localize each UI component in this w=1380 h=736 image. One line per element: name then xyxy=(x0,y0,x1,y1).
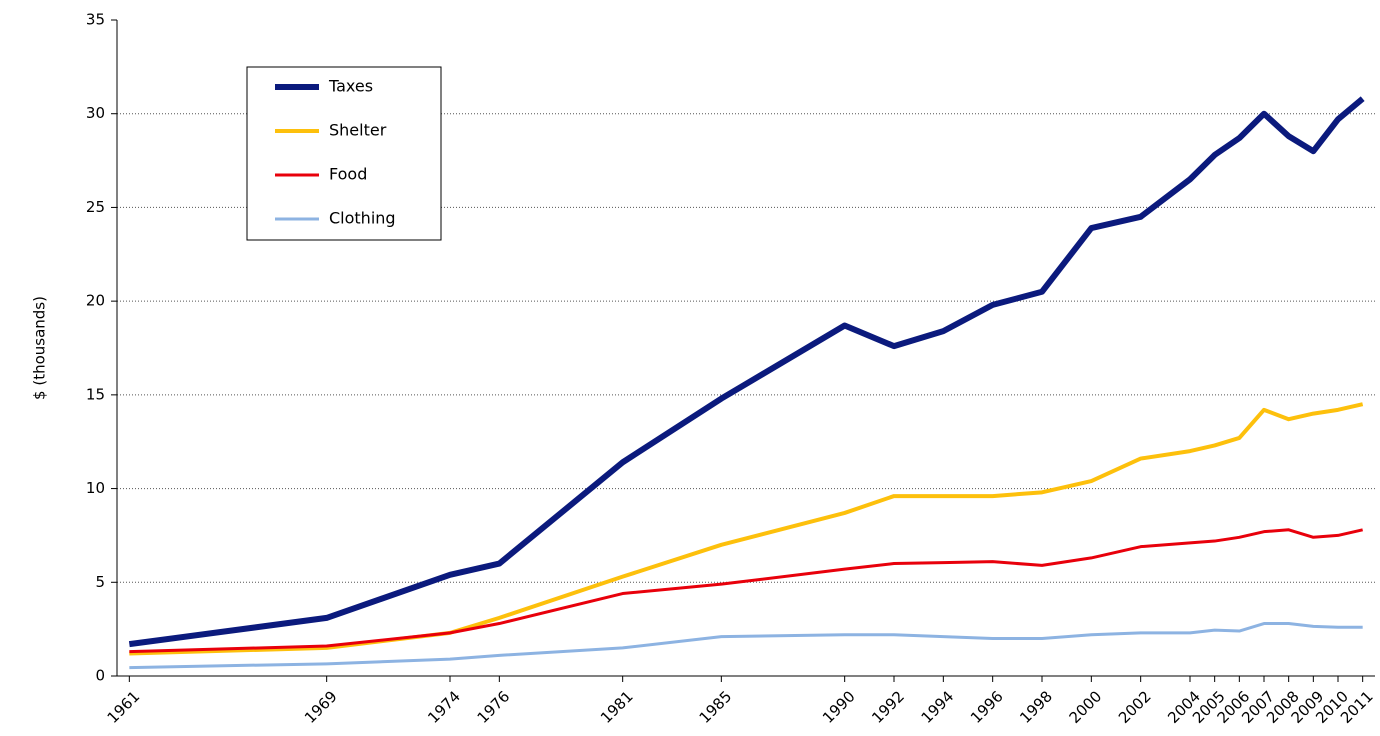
x-tick-label: 1990 xyxy=(819,687,859,727)
x-tick-label: 1998 xyxy=(1016,687,1056,727)
y-tick-label: 35 xyxy=(86,11,105,29)
y-tick-label: 0 xyxy=(95,667,105,685)
y-axis-label: $ (thousands) xyxy=(31,296,49,400)
x-tick-label: 1961 xyxy=(104,687,144,727)
y-tick-label: 5 xyxy=(95,573,105,591)
y-tick-label: 10 xyxy=(86,479,105,497)
series-line xyxy=(128,96,1365,648)
y-tick-label: 20 xyxy=(86,292,105,310)
legend-label: Clothing xyxy=(329,209,396,228)
x-tick-label: 1976 xyxy=(474,687,514,727)
x-tick-label: 2000 xyxy=(1066,687,1106,727)
series-line xyxy=(129,622,1363,670)
legend-label: Taxes xyxy=(328,77,373,96)
x-tick-label: 1974 xyxy=(424,687,464,727)
series-line xyxy=(129,402,1364,656)
y-tick-label: 15 xyxy=(86,385,105,403)
x-tick-label: 1969 xyxy=(301,687,341,727)
x-tick-label: 2002 xyxy=(1115,687,1155,727)
legend-label: Food xyxy=(329,165,367,184)
x-tick-label: 1985 xyxy=(696,687,736,727)
x-tick-label: 1992 xyxy=(868,687,908,727)
y-tick-label: 25 xyxy=(86,198,105,216)
x-tick-label: 1994 xyxy=(918,687,958,727)
x-tick-label: 1981 xyxy=(597,687,637,727)
legend-box xyxy=(246,66,442,241)
x-tick-label: 1996 xyxy=(967,687,1007,727)
legend-label: Shelter xyxy=(329,121,387,140)
y-tick-label: 30 xyxy=(86,104,105,122)
series-line xyxy=(129,528,1364,654)
